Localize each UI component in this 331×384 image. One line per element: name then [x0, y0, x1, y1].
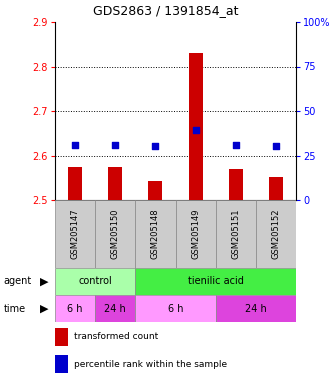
Point [153, 142, 158, 149]
Bar [256, 200, 296, 268]
Text: GSM205150: GSM205150 [111, 209, 120, 259]
Point [193, 127, 198, 133]
Point [72, 142, 78, 148]
Text: 24 h: 24 h [104, 303, 126, 313]
Text: GSM205148: GSM205148 [151, 209, 160, 259]
Point [233, 142, 238, 148]
Bar [229, 169, 243, 200]
Bar [55, 295, 95, 322]
Text: tienilic acid: tienilic acid [188, 276, 244, 286]
Text: GDS2863 / 1391854_at: GDS2863 / 1391854_at [93, 5, 238, 18]
Text: 6 h: 6 h [67, 303, 83, 313]
Bar [55, 356, 68, 373]
Bar [135, 268, 296, 295]
Bar [95, 200, 135, 268]
Text: ▶: ▶ [40, 276, 49, 286]
Bar [55, 268, 135, 295]
Bar [216, 295, 296, 322]
Bar [135, 295, 216, 322]
Text: control: control [78, 276, 112, 286]
Bar [189, 53, 203, 200]
Point [113, 142, 118, 148]
Text: 24 h: 24 h [245, 303, 267, 313]
Bar [175, 200, 216, 268]
Bar [108, 167, 122, 200]
Text: ▶: ▶ [40, 303, 49, 313]
Point [273, 142, 279, 149]
Bar [148, 181, 163, 200]
Text: 6 h: 6 h [168, 303, 183, 313]
Bar [135, 200, 175, 268]
Text: GSM205147: GSM205147 [71, 209, 79, 259]
Bar [269, 177, 283, 200]
Bar [55, 328, 68, 346]
Text: GSM205152: GSM205152 [271, 209, 280, 259]
Bar [55, 200, 95, 268]
Text: percentile rank within the sample: percentile rank within the sample [74, 360, 227, 369]
Text: GSM205151: GSM205151 [231, 209, 240, 259]
Text: agent: agent [3, 276, 31, 286]
Text: GSM205149: GSM205149 [191, 209, 200, 259]
Text: time: time [3, 303, 25, 313]
Bar [95, 295, 135, 322]
Bar [216, 200, 256, 268]
Text: transformed count: transformed count [74, 333, 159, 341]
Bar [68, 167, 82, 200]
